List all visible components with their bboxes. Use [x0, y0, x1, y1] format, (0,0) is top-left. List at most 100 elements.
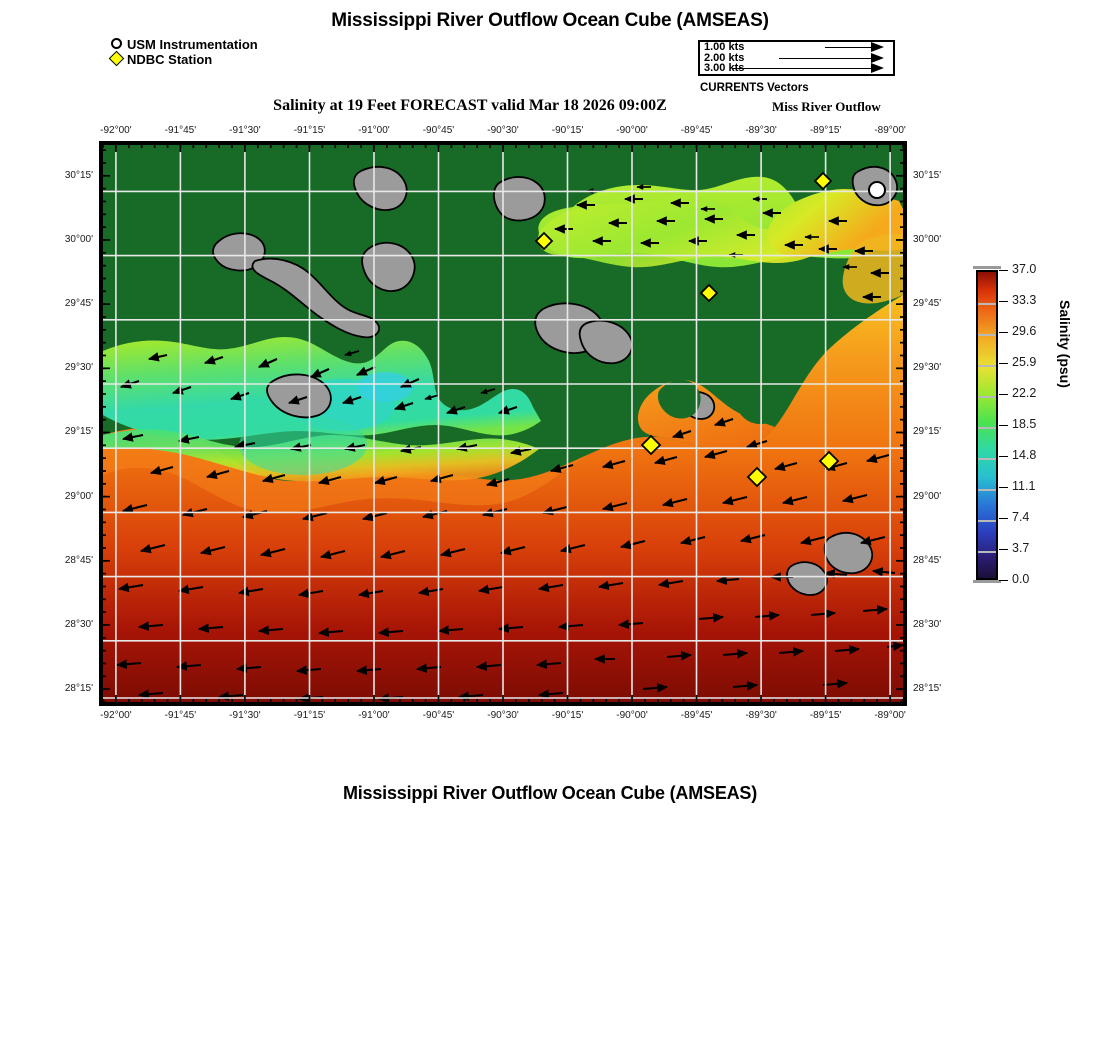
vector-scale-legend: 1.00 kts 2.00 kts 3.00 kts — [698, 40, 895, 76]
colorbar-tick — [999, 518, 1008, 519]
longitude-tick-label: -90°15' — [551, 125, 584, 136]
latitude-tick-label: 30°15' — [64, 169, 93, 181]
vector-scale-label: 1.00 kts — [704, 41, 745, 53]
longitude-tick-label: -90°45' — [422, 710, 455, 721]
longitude-tick-label: -89°30' — [745, 125, 777, 136]
colorbar-cap-top — [973, 266, 1001, 269]
longitude-tick-label: -91°45' — [164, 710, 197, 721]
longitude-tick-label: -90°00' — [616, 710, 648, 721]
colorbar-segment-divider — [978, 303, 996, 305]
colorbar-tick — [999, 456, 1008, 457]
longitude-tick-label: -90°30' — [487, 710, 519, 721]
colorbar-segment-divider — [978, 396, 996, 398]
longitude-tick-label: -89°15' — [809, 125, 842, 136]
colorbar-segment-divider — [978, 489, 996, 491]
latitude-tick-label: 29°30' — [64, 362, 93, 374]
colorbar-tick-label: 14.8 — [1012, 448, 1037, 462]
longitude-tick-label: -89°00' — [874, 125, 906, 136]
latitude-tick-label: 28°30' — [64, 618, 93, 630]
colorbar-tick-label: 0.0 — [1012, 572, 1030, 586]
latitude-tick-label: 29°00' — [913, 490, 942, 502]
footer-title: Mississippi River Outflow Ocean Cube (AM… — [342, 783, 758, 803]
longitude-tick-label: -91°15' — [293, 710, 326, 721]
colorbar-tick — [999, 270, 1008, 271]
vector-scale-label: 2.00 kts — [704, 51, 745, 64]
colorbar-tick-label: 18.5 — [1012, 417, 1037, 431]
diamond-marker-icon — [108, 50, 127, 67]
latitude-tick-label: 29°45' — [64, 298, 93, 310]
colorbar-segment-divider — [978, 458, 996, 460]
longitude-tick-label: -89°30' — [745, 710, 777, 721]
colorbar-tick-label: 33.3 — [1012, 293, 1037, 307]
longitude-tick-label: -89°15' — [809, 710, 842, 721]
region-label: Miss River Outflow — [772, 99, 881, 114]
longitude-tick-label: -89°45' — [680, 710, 713, 721]
legend-item-ndbc: NDBC Station — [108, 50, 258, 67]
colorbar-segment-divider — [978, 334, 996, 336]
longitude-tick-label: -89°00' — [874, 710, 906, 721]
shelf-transition-band — [103, 427, 587, 514]
vector-shaft-icon — [825, 47, 871, 48]
fresh-core-secondary — [357, 372, 413, 402]
longitude-tick-label: -92°00' — [100, 710, 132, 721]
colorbar-title: Salinity (psu) — [1057, 300, 1073, 388]
longitude-tick-label: -91°00' — [358, 710, 390, 721]
map-canvas[interactable] — [103, 145, 903, 702]
ndbc-station-marker[interactable] — [746, 466, 768, 488]
colorbar-tick-label: 3.7 — [1012, 541, 1030, 555]
latitude-tick-label: 29°00' — [64, 490, 93, 502]
ndbc-station-marker[interactable] — [534, 231, 554, 251]
chart-subtitle: Salinity at 19 Feet FORECAST valid Mar 1… — [273, 97, 667, 114]
vector-legend-caption: CURRENTS Vectors — [700, 82, 809, 94]
ndbc-station-marker[interactable] — [813, 171, 833, 191]
page-title: Mississippi River Outflow Ocean Cube (AM… — [331, 10, 769, 31]
latitude-tick-label: 29°15' — [913, 426, 942, 438]
colorbar-panel: 37.0 33.3 29.6 25.9 22.2 18.5 14.8 11.1 7.4 3.7 0.… — [973, 262, 1093, 586]
longitude-tick-label: -91°15' — [293, 125, 326, 136]
colorbar-tick-label: 7.4 — [1012, 510, 1030, 524]
vector-scale-row: 2.00 kts — [700, 51, 893, 64]
vector-shaft-icon — [733, 68, 871, 70]
salinity-field-plot — [103, 145, 903, 702]
marker-legend: USM Instrumentation NDBC Station — [108, 37, 258, 67]
legend-label-usm: USM Instrumentation — [127, 37, 258, 52]
circle-marker-icon — [110, 37, 127, 52]
map-gridlines — [103, 145, 903, 702]
colorbar-tick-label: 22.2 — [1012, 386, 1037, 400]
latitude-tick-label: 29°30' — [913, 362, 942, 374]
colorbar-tick-label: 29.6 — [1012, 324, 1037, 338]
ndbc-station-marker[interactable] — [818, 450, 840, 472]
vector-arrowhead-icon — [871, 63, 884, 74]
longitude-tick-label: -90°15' — [551, 710, 584, 721]
colorbar-tick-label: 25.9 — [1012, 355, 1037, 369]
colorbar-tick-label: 11.1 — [1012, 479, 1036, 493]
legend-item-usm: USM Instrumentation — [110, 37, 258, 52]
longitude-tick-label: -91°45' — [164, 125, 197, 136]
station-markers[interactable] — [534, 171, 886, 488]
latitude-tick-label: 30°00' — [64, 233, 93, 245]
colorbar-tick — [999, 363, 1008, 364]
legend-label-ndbc: NDBC Station — [127, 52, 213, 67]
longitude-tick-label: -91°30' — [229, 710, 261, 721]
latitude-tick-label: 28°30' — [913, 618, 942, 630]
ndbc-station-marker[interactable] — [699, 283, 719, 303]
latitude-tick-label: 30°00' — [913, 233, 942, 245]
colorbar-tick-label: 37.0 — [1012, 262, 1037, 276]
map-panel[interactable]: -92°00' -91°45' -91°30' -91°15' -91°00' -90°4… — [65, 125, 941, 721]
colorbar-cap-bottom — [973, 580, 1001, 583]
latitude-tick-label: 29°15' — [64, 426, 93, 438]
vector-shaft-icon — [779, 57, 871, 59]
map-frame — [99, 141, 907, 706]
vector-arrowhead-icon — [871, 42, 884, 52]
colorbar-tick — [999, 425, 1008, 426]
vector-arrowhead-icon — [871, 52, 884, 63]
vector-scale-label: 3.00 kts — [704, 62, 745, 75]
latitude-tick-label: 28°45' — [913, 554, 942, 566]
vector-scale-row: 1.00 kts — [700, 41, 893, 53]
colorbar-tick — [999, 487, 1008, 488]
usm-instrumentation-marker[interactable] — [868, 181, 886, 199]
longitude-tick-label: -90°45' — [422, 125, 455, 136]
ndbc-station-marker[interactable] — [640, 434, 662, 456]
longitude-tick-label: -91°30' — [229, 125, 261, 136]
lake-borgne-plume — [538, 196, 833, 268]
